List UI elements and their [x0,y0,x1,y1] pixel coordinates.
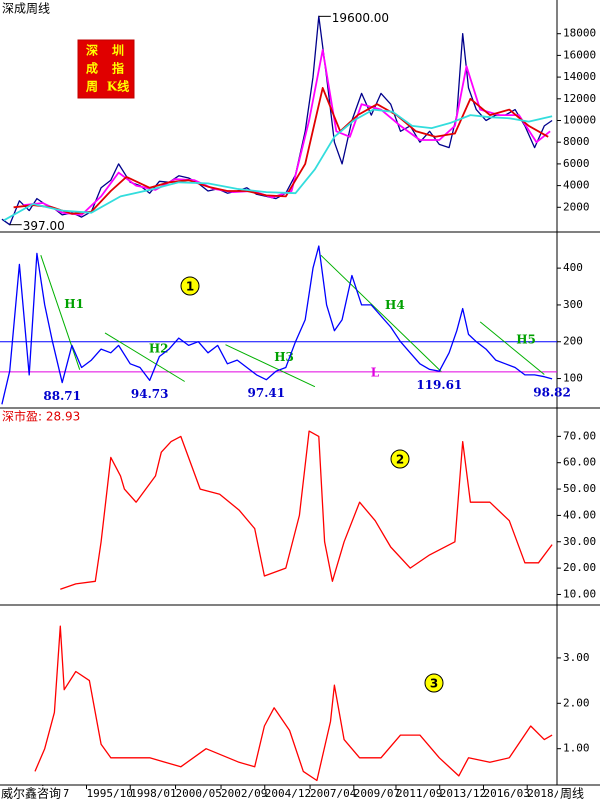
y-tick-label: 12000 [563,92,596,105]
period-text: 周线 [560,787,584,800]
x-tick-label: 2018/0 [527,787,567,800]
x-tick-label: 1998/01 [130,787,176,800]
y-tick-label: 50.00 [563,482,596,495]
trend-label: H1 [64,297,84,311]
y-tick-label: 18000 [563,27,596,40]
x-tick-label: 2013/12 [440,787,486,800]
y-tick-label: 70.00 [563,429,596,442]
period-bg [558,786,600,800]
x-tick-label: 2009/07 [354,787,400,800]
y-tick-label: 4000 [563,179,590,192]
x-tick-label: 2002/09 [221,787,267,800]
y-tick-label: 10.00 [563,587,596,600]
trend-line [320,254,442,372]
y-tick-label: 30.00 [563,535,596,548]
logo-text: 圳 [112,43,124,58]
low-label: 97.41 [248,386,286,400]
badge-text: 1 [186,280,194,294]
low-label: 94.73 [131,387,169,401]
y-tick-label: 14000 [563,70,596,83]
series-line [1,245,553,405]
trend-label: H2 [149,342,169,356]
x-tick-label: 1995/10 [87,787,133,800]
logo-text: 指 [112,61,124,76]
logo-box [77,39,135,99]
low-label: 119.61 [416,378,462,392]
series-line [3,108,553,222]
logo-text: 周 [86,80,98,94]
low-label: 98.82 [533,385,571,399]
y-tick-label: 1.00 [563,742,590,755]
y-tick-label: 8000 [563,135,590,148]
y-tick-label: 300 [563,298,583,311]
logo-text: 成 [86,61,98,76]
source-text: 威尔鑫咨询 [1,786,61,800]
logo-text: 深 [86,43,98,58]
source-bg [0,786,64,800]
x-tick-label: 2000/05 [176,787,222,800]
badge-text: 2 [396,453,404,467]
y-tick-label: 200 [563,335,583,348]
reference-label: L [371,365,380,379]
annotation-label: 397.00 [23,219,65,233]
trend-line [40,255,81,370]
y-tick-label: 6000 [563,157,590,170]
trend-label: H4 [385,298,405,312]
annotation-label: 19600.00 [332,11,389,25]
y-tick-label: 60.00 [563,456,596,469]
low-label: 88.71 [43,389,81,403]
y-tick-label: 20.00 [563,561,596,574]
y-tick-label: 3.00 [563,651,590,664]
series-line [23,49,551,216]
y-tick-label: 400 [563,261,583,274]
y-tick-label: 100 [563,372,583,385]
trend-label: H5 [516,333,536,347]
y-tick-label: 40.00 [563,508,596,521]
y-tick-label: 2000 [563,200,590,213]
badge-text: 3 [430,677,438,691]
series-line [60,430,553,590]
badge-circle [390,449,410,469]
series-line [34,625,553,782]
trend-line [225,344,316,388]
y-tick-label: 16000 [563,48,596,61]
y-tick-label: 10000 [563,114,596,127]
logo-text: K线 [107,79,129,94]
y-tick-label: 2.00 [563,696,590,709]
panel-label: 深市盈: 28.93 [2,409,80,424]
x-tick-label: 2004/12 [265,787,311,800]
x-tick-label: 2016/03 [483,787,529,800]
series-line [13,87,549,215]
x-tick-label: 2007/04 [310,787,357,800]
x-tick-label: 2011/09 [396,787,442,800]
badge-circle [180,276,200,296]
chart-title: 深成周线 [2,2,50,16]
trend-line [479,321,545,375]
trend-line [104,332,185,382]
badge-circle [424,673,444,693]
